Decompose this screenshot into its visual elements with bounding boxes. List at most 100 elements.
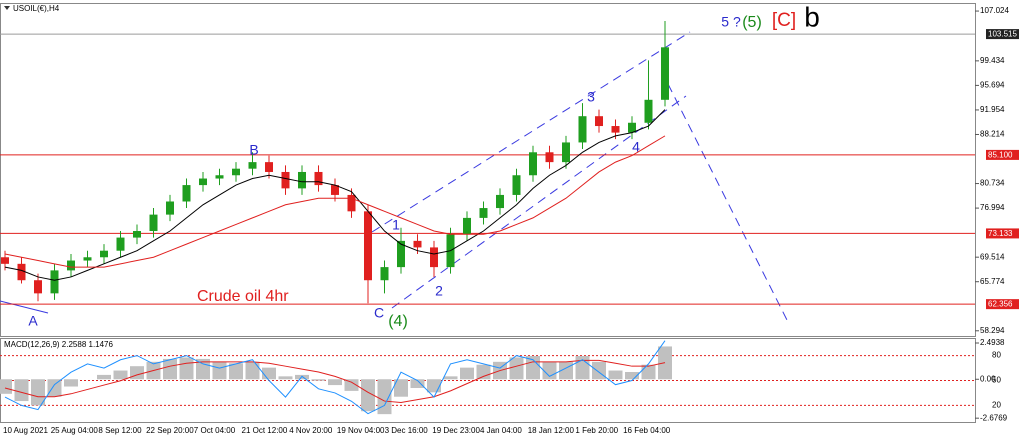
histogram-bar — [113, 370, 128, 380]
x-tick-label: 19 Nov 04:00 — [337, 426, 385, 435]
oscillator-line — [4, 340, 666, 415]
histogram-bar — [97, 374, 111, 380]
marks — [0, 21, 975, 415]
candle-body — [182, 185, 191, 202]
histogram-bar — [377, 379, 392, 415]
channel-lower — [391, 95, 687, 309]
histogram-bar — [460, 367, 474, 380]
wave-label: C — [374, 305, 384, 321]
candle-body — [496, 194, 504, 209]
candle-body — [578, 116, 587, 143]
histogram-bar — [0, 379, 12, 394]
candle-body — [50, 270, 59, 294]
y2-tick-label: 80 — [992, 351, 1001, 360]
candle-body — [248, 162, 257, 169]
x-tick-label: 18 Jan 12:00 — [528, 426, 575, 435]
histogram-bar — [443, 376, 458, 380]
histogram-bar — [64, 379, 78, 387]
wave-label: 2 — [435, 283, 443, 299]
y-tick-label: 88.214 — [980, 130, 1005, 139]
candle-body — [232, 168, 240, 176]
histogram-bar — [245, 361, 260, 380]
annotation: Crude oil 4hr — [197, 288, 289, 305]
candle-body — [380, 267, 389, 281]
candle-body — [149, 214, 158, 232]
wave-label: 3 — [587, 89, 595, 105]
histogram-bar — [509, 357, 524, 380]
candle-body — [133, 231, 141, 238]
signal-line — [4, 359, 666, 404]
y-tick-label: 76.994 — [980, 203, 1005, 212]
candle-body — [661, 47, 669, 100]
candle-body — [166, 201, 174, 215]
histogram-bar — [47, 379, 62, 397]
y-tick-label: 99.434 — [980, 56, 1005, 65]
histogram-bar — [328, 379, 342, 386]
wave-label: A — [28, 313, 38, 329]
x-tick-label: 4 Jan 04:00 — [480, 426, 522, 435]
moving-average — [4, 109, 666, 281]
histogram-bar — [262, 367, 276, 380]
price-level-label: 85.100 — [988, 151, 1013, 160]
candle-body — [595, 116, 603, 127]
menu-arrow — [4, 6, 10, 10]
wave-label: 5 ? — [721, 14, 741, 30]
histogram-bar — [179, 357, 194, 380]
candle-body — [17, 263, 26, 281]
histogram-bar — [394, 379, 408, 397]
price-level-box — [986, 228, 1019, 239]
candle-body — [364, 211, 372, 281]
histogram-bar — [625, 371, 639, 380]
x-tick-label: 21 Oct 12:00 — [242, 426, 288, 435]
histogram-bar — [163, 358, 177, 380]
price-frame — [0, 3, 976, 337]
wave-label: 4 — [632, 139, 640, 155]
candle-body — [298, 171, 306, 189]
moving-average — [4, 135, 666, 268]
candle-body — [34, 280, 42, 294]
price-level-box — [986, 299, 1019, 310]
y-tick-label: 80.734 — [980, 179, 1005, 188]
wave-label: (5) — [742, 14, 762, 31]
y-tick-label: -2.6769 — [980, 413, 1008, 422]
candle-body — [347, 194, 356, 212]
histogram-bar — [410, 379, 425, 388]
candle-body — [611, 126, 620, 133]
histogram-bar — [592, 361, 606, 380]
y2-tick-label: 50 — [992, 376, 1001, 385]
candle-body — [529, 152, 537, 176]
histogram-bar — [14, 379, 29, 402]
x-tick-label: 25 Aug 04:00 — [51, 426, 99, 435]
symbol: USOIL(€),H4 — [13, 4, 60, 13]
candle-body — [479, 208, 488, 218]
y-tick-label: 107.024 — [980, 6, 1009, 15]
candle-body — [67, 260, 75, 271]
candle-body — [314, 171, 323, 186]
candle-body — [265, 162, 273, 172]
candle-body — [512, 175, 521, 195]
x-tick-label: 16 Feb 04:00 — [623, 426, 671, 435]
histogram-bar — [427, 379, 441, 393]
wave-label: b — [804, 1, 820, 32]
y-tick-label: 95.694 — [980, 81, 1005, 90]
candle-body — [116, 237, 125, 251]
candle-body — [397, 240, 405, 268]
x-tick-label: 7 Oct 04:00 — [194, 426, 236, 435]
histogram-bar — [344, 379, 359, 391]
candle-body — [628, 122, 636, 133]
price-level-box — [986, 149, 1019, 160]
y-tick-label: 91.954 — [980, 105, 1005, 114]
wave-label: 1 — [392, 217, 400, 233]
x-tick-label: 19 Dec 23:00 — [432, 426, 480, 435]
trend-lines — [371, 31, 788, 321]
channel-upper — [371, 31, 691, 233]
histogram-bar — [31, 379, 45, 406]
y-tick-label: 58.294 — [980, 326, 1005, 335]
candle-body — [545, 152, 554, 163]
candle-body — [100, 250, 108, 258]
y-tick-label: 69.514 — [980, 252, 1005, 261]
histogram-bar — [196, 358, 210, 380]
candle-body — [215, 175, 224, 179]
x-tick-label: 10 Aug 2021 — [3, 426, 48, 435]
